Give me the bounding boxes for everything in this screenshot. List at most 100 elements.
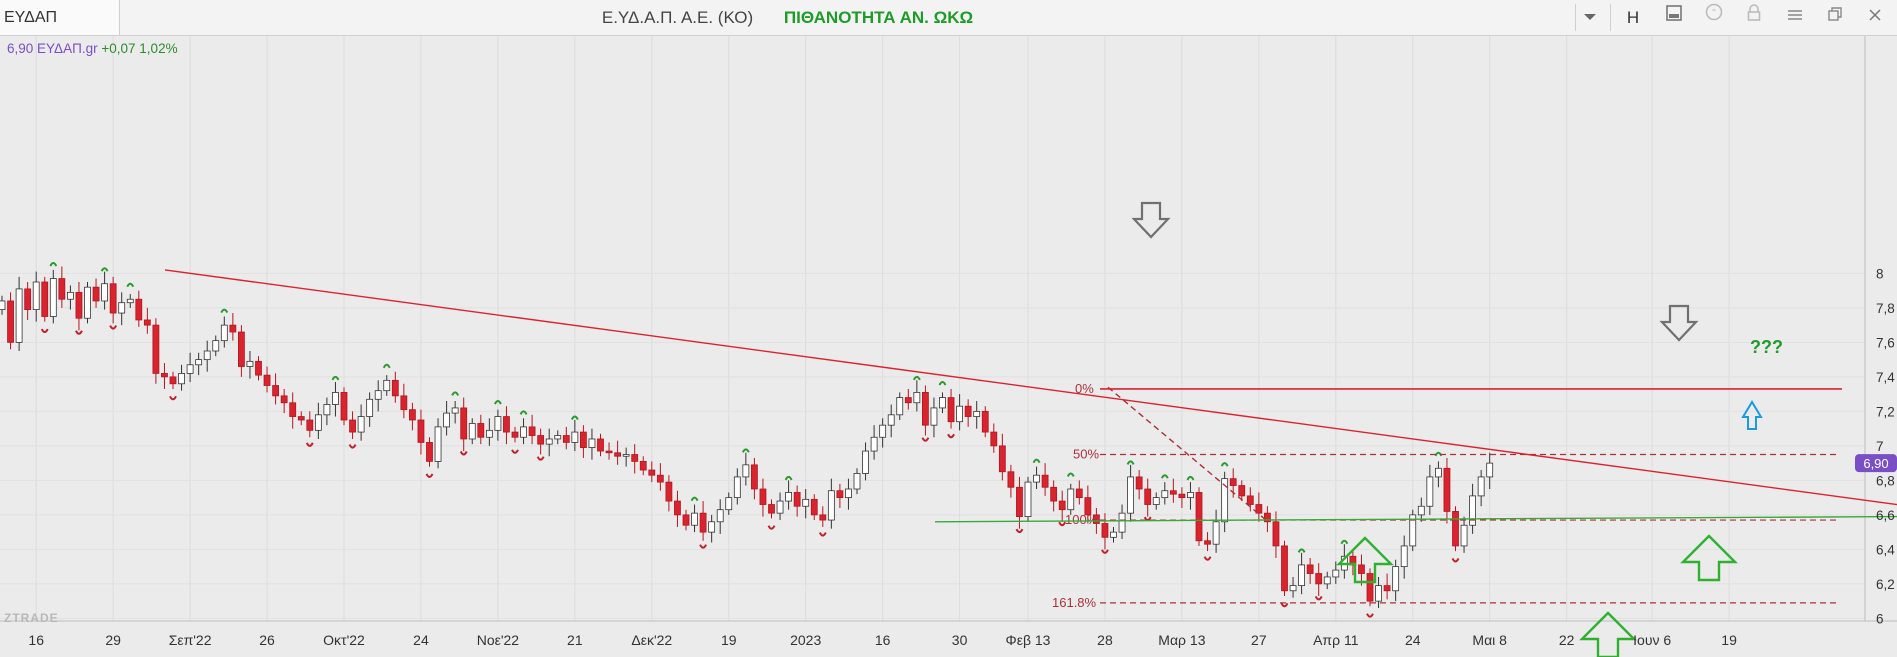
candle-up	[0, 300, 6, 311]
candle	[1400, 535, 1408, 579]
last-price-tag	[1855, 454, 1897, 473]
candle-up	[118, 302, 126, 314]
candle-down	[793, 492, 801, 507]
candle	[580, 425, 587, 458]
candle	[845, 478, 852, 510]
fractal-high-marker	[1126, 460, 1135, 465]
candle	[545, 428, 553, 457]
candle-down	[1443, 467, 1451, 512]
candle	[930, 397, 938, 438]
candle	[1315, 563, 1323, 596]
lock-icon[interactable]	[1734, 0, 1774, 35]
candle-down	[947, 397, 955, 423]
candle-up	[870, 436, 878, 452]
y-tick-label: 6,2	[1876, 577, 1895, 592]
candle	[674, 490, 681, 527]
candle	[1110, 526, 1117, 543]
candle	[1443, 457, 1451, 524]
candle	[314, 402, 322, 439]
candle-down	[511, 431, 519, 438]
candle-down	[306, 419, 314, 431]
candle	[699, 501, 707, 541]
fractal-low-marker	[1451, 557, 1460, 563]
candle	[922, 385, 929, 436]
candle-up	[742, 464, 750, 478]
candle-up	[195, 359, 203, 366]
fractal-low-marker	[1058, 521, 1067, 527]
candle-down	[665, 481, 673, 502]
candle-down	[7, 300, 14, 343]
candle-down	[981, 410, 989, 433]
candle-down	[674, 500, 681, 516]
candle	[1264, 506, 1271, 533]
candle	[1195, 487, 1203, 546]
fractal-high-marker	[100, 267, 109, 272]
candle-up	[785, 492, 792, 502]
candle	[682, 509, 690, 531]
symbol-input[interactable]: ΕΥΔΑΠ	[0, 0, 120, 35]
candle	[229, 313, 237, 341]
candle-down	[289, 402, 297, 417]
restore-icon[interactable]	[1815, 0, 1855, 35]
candle	[1435, 461, 1442, 488]
candle-up	[1152, 497, 1160, 505]
fractal-low-marker	[169, 395, 177, 401]
fibonacci: 0% 50% 100% 161.8%	[1052, 381, 1838, 610]
candle-down	[280, 395, 288, 404]
candle	[810, 494, 818, 521]
fractal-high-marker	[331, 375, 340, 381]
candle-down	[1306, 564, 1314, 574]
candle-up	[1127, 476, 1134, 514]
candle	[1409, 509, 1417, 552]
candle	[1024, 476, 1032, 522]
candle	[152, 318, 160, 384]
candle-up	[246, 360, 254, 367]
candle	[1016, 476, 1023, 529]
candle	[67, 285, 74, 310]
candle-up	[1298, 564, 1305, 587]
candle-down	[1204, 540, 1211, 545]
minimize-icon[interactable]	[1775, 0, 1815, 35]
candle-down	[1238, 485, 1246, 497]
candle-down	[614, 452, 621, 457]
candle-down	[1315, 573, 1323, 585]
candle	[939, 392, 946, 414]
candle	[161, 363, 168, 389]
candle	[998, 433, 1006, 481]
candle	[947, 388, 955, 429]
candle	[75, 282, 83, 331]
price-chart[interactable]: 0% 50% 100% 161.8%??? 8 7,8 7,6 7,4 7,2 7 6,8 6,6 6,…	[0, 36, 1897, 657]
candle	[1358, 554, 1365, 586]
candle-up	[1323, 576, 1331, 585]
quote-change: +0,07	[101, 41, 136, 56]
candle	[212, 335, 220, 357]
candle-down	[1264, 512, 1271, 523]
candle-down	[1229, 478, 1237, 486]
candle	[896, 392, 904, 420]
candle-down	[562, 435, 570, 443]
candle-up	[588, 438, 596, 449]
save-icon[interactable]	[1654, 0, 1694, 35]
fib-1618-label: 161.8%	[1052, 595, 1097, 610]
candle-up	[1161, 490, 1169, 499]
fractal-high-marker	[494, 400, 502, 405]
quote-price: 6,90	[7, 41, 34, 56]
candle	[32, 271, 40, 322]
chevron-down-icon[interactable]	[1570, 0, 1610, 35]
candle-down	[1093, 514, 1100, 524]
chat-icon[interactable]: "	[1694, 0, 1734, 35]
quote-symbol: ΕΥΔΑΠ.gr	[37, 41, 98, 56]
h-button[interactable]: H	[1626, 8, 1640, 27]
candle-up	[802, 498, 810, 507]
candle	[665, 475, 673, 512]
candle	[0, 295, 6, 315]
candle-down	[255, 360, 262, 376]
close-icon[interactable]	[1855, 0, 1895, 35]
fractal-low-marker	[40, 328, 49, 333]
candle-up	[1426, 476, 1434, 507]
fractal-high-marker	[938, 381, 947, 386]
candle-up	[1332, 569, 1340, 578]
candle	[408, 402, 416, 431]
candle	[1375, 576, 1382, 609]
candle-down	[1135, 476, 1143, 490]
